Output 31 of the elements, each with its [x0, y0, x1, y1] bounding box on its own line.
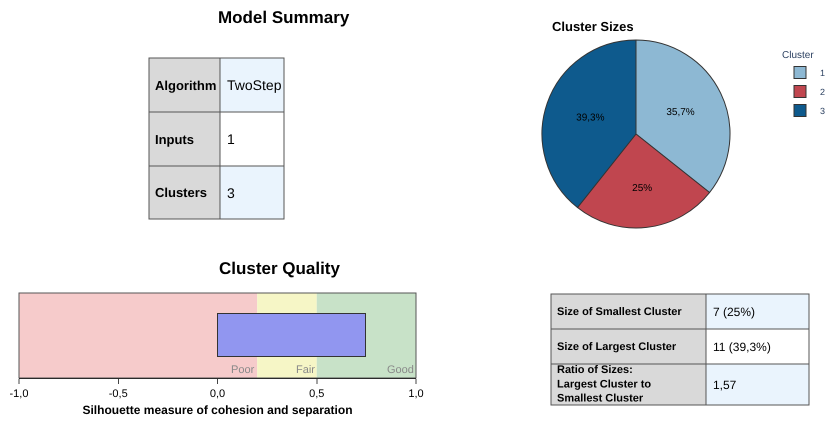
legend-label: 3	[820, 106, 826, 116]
text: 7 (25%)	[713, 305, 756, 319]
legend-label: 2	[820, 87, 826, 98]
text: 1	[227, 131, 235, 147]
data-label: 25%	[632, 183, 652, 194]
legend-label: 1	[820, 68, 826, 78]
x-tick-label: -0,5	[108, 388, 128, 400]
text: 11 (39,3%)	[713, 340, 771, 354]
text: Clusters	[155, 185, 208, 200]
x-tick-label: 1,0	[408, 388, 424, 400]
band-label: Good	[387, 364, 414, 376]
text: TwoStep	[227, 77, 282, 93]
text: Algorithm	[155, 78, 216, 93]
text: 1,57	[713, 378, 737, 392]
legend-title: Cluster	[782, 50, 814, 61]
text: Ratio of Sizes: Largest Cluster to Smallest Cluster	[557, 364, 652, 405]
text: Inputs	[155, 132, 194, 147]
text: Size of Smallest Cluster	[557, 306, 682, 318]
chart-title: Cluster Quality	[219, 259, 340, 278]
data-label: 39,3%	[576, 112, 605, 124]
x-tick-label: 0,0	[210, 388, 226, 400]
x-tick-label: 0,5	[309, 388, 324, 400]
band-label: Fair	[296, 364, 316, 376]
x-tick-label: -1,0	[10, 388, 28, 400]
text: Size of Largest Cluster	[557, 341, 677, 353]
data-label: 35,7%	[666, 107, 695, 118]
chart-title: Cluster Sizes	[552, 19, 634, 34]
text: 3	[227, 185, 235, 201]
x-axis-title: Silhouette measure of cohesion and separation	[82, 403, 353, 418]
band-label: Poor	[231, 364, 255, 376]
text: Model Summary	[218, 8, 350, 27]
